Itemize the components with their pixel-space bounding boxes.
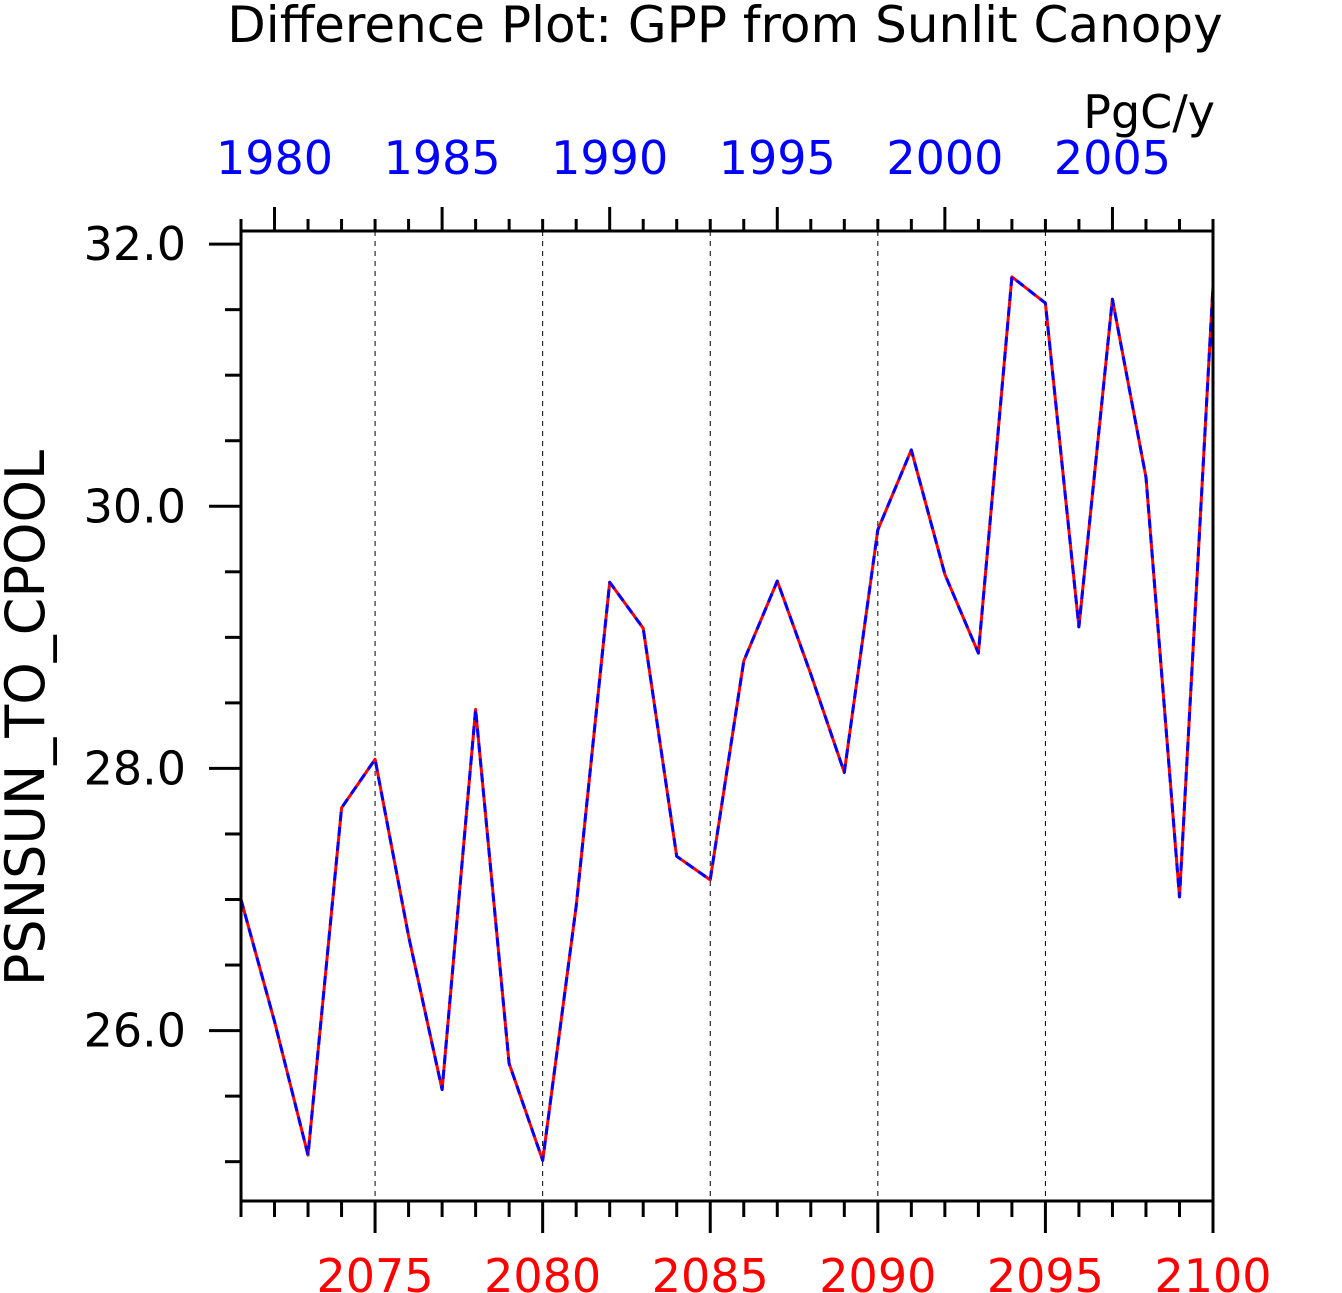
series-line-red bbox=[239, 275, 1215, 1162]
x-tick-label: 2080 bbox=[484, 1249, 601, 1293]
x-tick-label: 2090 bbox=[819, 1249, 936, 1293]
top-tick-label: 2000 bbox=[886, 131, 1003, 185]
chart-title: Difference Plot: GPP from Sunlit Canopy bbox=[227, 0, 1222, 54]
top-tick-label: 1980 bbox=[216, 131, 333, 185]
units-label: PgC/y bbox=[1083, 85, 1215, 139]
x-tick-label: 2075 bbox=[317, 1249, 434, 1293]
y-tick-label: 32.0 bbox=[84, 217, 186, 271]
series-line-blue bbox=[239, 275, 1215, 1162]
plot-frame bbox=[239, 229, 1215, 1203]
top-tick-label: 1985 bbox=[384, 131, 501, 185]
y-tick-label: 28.0 bbox=[84, 741, 186, 795]
top-tick-label: 1995 bbox=[719, 131, 836, 185]
y-axis-label: PSNSUN_TO_CPOOL bbox=[0, 450, 57, 986]
y-tick-label: 26.0 bbox=[84, 1004, 186, 1058]
series-lines bbox=[239, 275, 1215, 1162]
x-tick-label: 2085 bbox=[652, 1249, 769, 1293]
x-tick-label: 2100 bbox=[1154, 1249, 1271, 1293]
x-tick-label: 2095 bbox=[987, 1249, 1104, 1293]
grid-lines bbox=[374, 231, 1046, 1201]
y-tick-label: 30.0 bbox=[84, 479, 186, 533]
top-tick-label: 2005 bbox=[1054, 131, 1171, 185]
top-tick-label: 1990 bbox=[551, 131, 668, 185]
axes: 2075 2080 2085 2090 2095 2100 1980 1985 1990 1995… bbox=[84, 131, 1272, 1293]
